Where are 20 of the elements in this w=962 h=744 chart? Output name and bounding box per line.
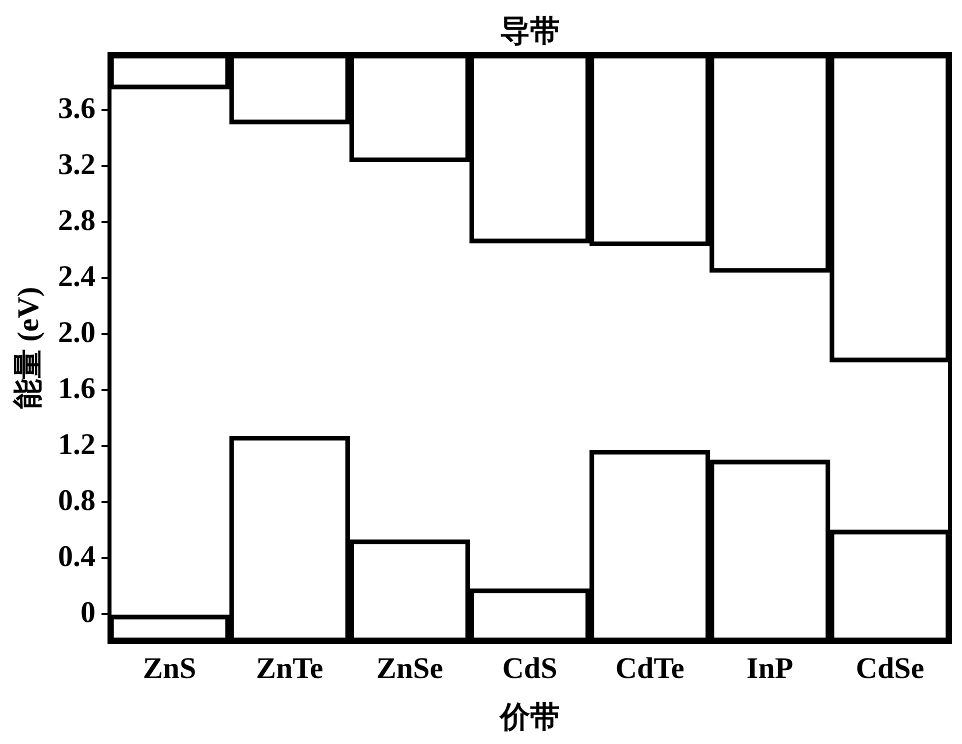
y-tick-label: 1.2 (58, 428, 96, 461)
y-tick-label: 2.4 (58, 260, 96, 293)
y-tick-label: 0.4 (58, 540, 96, 573)
y-tick-label: 0.8 (58, 484, 96, 517)
y-tick-label: 2.0 (58, 316, 96, 349)
x-tick-label: ZnSe (376, 652, 444, 685)
y-tick-label: 0 (80, 596, 96, 629)
x-tick-label: CdTe (615, 652, 684, 685)
y-tick-label: 2.8 (58, 204, 96, 237)
y-axis-title: 能量 (eV) (12, 286, 45, 410)
x-tick-label: InP (746, 652, 794, 685)
x-tick-label: ZnS (142, 652, 196, 685)
y-tick-label: 1.6 (58, 372, 96, 405)
x-tick-label: ZnTe (256, 652, 324, 685)
y-tick-label: 3.6 (58, 92, 96, 125)
x-tick-label: CdS (502, 652, 558, 685)
y-tick-label: 3.2 (58, 148, 96, 181)
x-tick-label: CdSe (856, 652, 924, 685)
series-label: 导带 (500, 14, 560, 48)
series-label: 价带 (498, 700, 560, 734)
